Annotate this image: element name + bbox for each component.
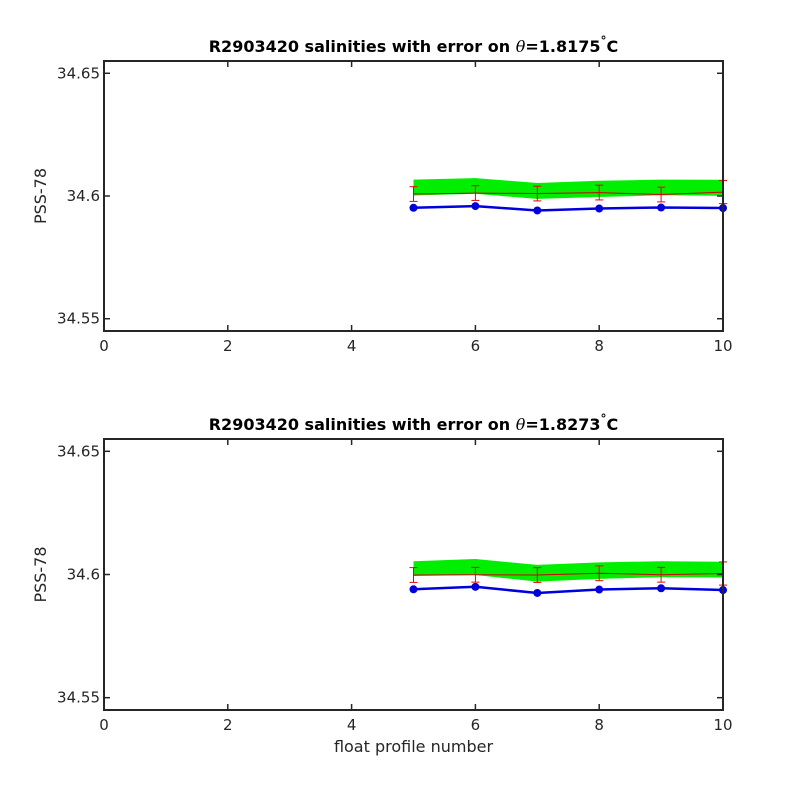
chart-panel-1: R2903420 salinities with error on θ=1.81… [31,34,733,355]
float-salinity-point [471,582,480,591]
title-unit: C [607,415,619,434]
calibrated-line [413,191,724,196]
x-tick-label: 10 [713,337,732,355]
float-salinity-point [533,206,542,215]
title-prefix: R2903420 salinities with error on [209,37,516,56]
y-tick-label: 34.6 [67,566,100,584]
title-theta: θ [516,37,526,56]
x-tick-label: 4 [347,716,357,734]
title-degree: ° [601,34,607,48]
y-axis-label: PSS-78 [31,546,50,602]
title-theta: θ [516,415,526,434]
float-salinity-line [413,585,724,595]
float-salinity-point [657,584,666,593]
error-bar [533,567,542,583]
uncertainty-band [413,559,723,582]
error-bar [595,184,604,201]
chart-title: R2903420 salinities with error on θ=1.82… [209,412,619,434]
error-bar [657,566,666,583]
title-value: =1.8175 [525,37,600,56]
error-bar [409,186,418,202]
title-value: =1.8273 [525,415,600,434]
error-bar [595,565,604,582]
float-salinity-point [595,204,604,213]
x-axis-label: float profile number [334,737,494,756]
y-tick-label: 34.65 [57,442,100,460]
float-salinity-point [533,588,542,597]
float-salinity-point [595,585,604,594]
y-tick-label: 34.6 [67,187,100,205]
x-tick-label: 2 [223,337,233,355]
float-salinity-point [471,202,480,211]
x-tick-label: 6 [471,337,481,355]
chart-panel-2: R2903420 salinities with error on θ=1.82… [31,412,733,756]
calibrated-line [413,572,724,576]
x-tick-label: 8 [594,337,604,355]
x-tick-label: 8 [594,716,604,734]
x-tick-label: 0 [99,337,109,355]
x-tick-label: 10 [713,716,732,734]
title-prefix: R2903420 salinities with error on [209,415,516,434]
y-tick-label: 34.55 [57,689,100,707]
error-bar [409,567,418,583]
error-bar [533,185,542,202]
x-tick-label: 0 [99,716,109,734]
error-bar [471,185,480,201]
float-salinity-point [409,585,418,594]
uncertainty-band [413,178,723,199]
title-degree: ° [601,412,607,426]
title-unit: C [607,37,619,56]
float-salinity-point [409,203,418,212]
chart-title: R2903420 salinities with error on θ=1.81… [209,34,619,56]
error-bar [657,186,666,203]
x-tick-label: 4 [347,337,357,355]
error-bar [471,566,480,583]
x-tick-label: 6 [471,716,481,734]
y-tick-label: 34.55 [57,310,100,328]
float-salinity-line [413,204,724,212]
x-tick-label: 2 [223,716,233,734]
y-tick-label: 34.65 [57,64,100,82]
float-salinity-point [657,203,666,212]
y-axis-label: PSS-78 [31,168,50,224]
